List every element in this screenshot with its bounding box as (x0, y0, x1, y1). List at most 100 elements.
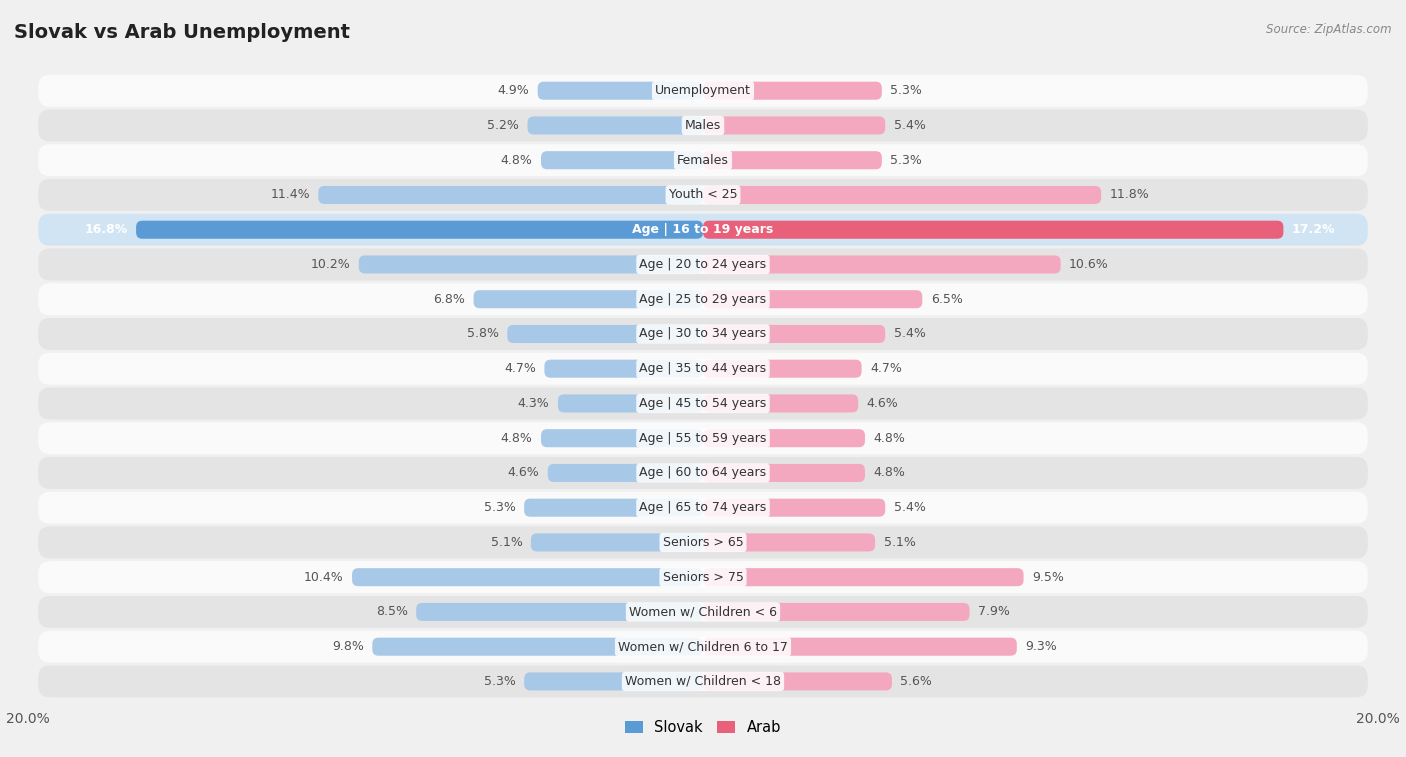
FancyBboxPatch shape (508, 325, 703, 343)
Text: 4.6%: 4.6% (866, 397, 898, 410)
FancyBboxPatch shape (703, 360, 862, 378)
Text: 11.4%: 11.4% (270, 188, 309, 201)
Text: 6.5%: 6.5% (931, 293, 963, 306)
Text: 4.7%: 4.7% (870, 362, 901, 375)
Text: 4.8%: 4.8% (501, 154, 533, 167)
Text: 5.3%: 5.3% (484, 675, 516, 688)
Text: Seniors > 75: Seniors > 75 (662, 571, 744, 584)
FancyBboxPatch shape (703, 290, 922, 308)
Text: 17.2%: 17.2% (1292, 223, 1336, 236)
Text: Age | 55 to 59 years: Age | 55 to 59 years (640, 431, 766, 444)
Text: Slovak vs Arab Unemployment: Slovak vs Arab Unemployment (14, 23, 350, 42)
FancyBboxPatch shape (38, 596, 1368, 628)
FancyBboxPatch shape (703, 394, 858, 413)
Text: Age | 35 to 44 years: Age | 35 to 44 years (640, 362, 766, 375)
Text: 5.3%: 5.3% (890, 84, 922, 97)
Text: 5.4%: 5.4% (894, 119, 925, 132)
FancyBboxPatch shape (524, 672, 703, 690)
FancyBboxPatch shape (703, 325, 886, 343)
FancyBboxPatch shape (703, 221, 1284, 238)
FancyBboxPatch shape (38, 283, 1368, 315)
Text: Women w/ Children 6 to 17: Women w/ Children 6 to 17 (619, 640, 787, 653)
Text: 10.4%: 10.4% (304, 571, 343, 584)
Text: 5.3%: 5.3% (484, 501, 516, 514)
FancyBboxPatch shape (524, 499, 703, 517)
Text: 4.6%: 4.6% (508, 466, 540, 479)
FancyBboxPatch shape (703, 429, 865, 447)
FancyBboxPatch shape (38, 110, 1368, 142)
Text: Women w/ Children < 6: Women w/ Children < 6 (628, 606, 778, 618)
FancyBboxPatch shape (38, 75, 1368, 107)
Text: 11.8%: 11.8% (1109, 188, 1149, 201)
FancyBboxPatch shape (537, 82, 703, 100)
FancyBboxPatch shape (38, 492, 1368, 524)
FancyBboxPatch shape (703, 569, 1024, 586)
Text: 4.8%: 4.8% (873, 431, 905, 444)
FancyBboxPatch shape (703, 186, 1101, 204)
Text: 5.4%: 5.4% (894, 501, 925, 514)
FancyBboxPatch shape (38, 145, 1368, 176)
Text: 5.6%: 5.6% (900, 675, 932, 688)
Text: 9.5%: 9.5% (1032, 571, 1064, 584)
Text: 4.8%: 4.8% (873, 466, 905, 479)
FancyBboxPatch shape (703, 672, 891, 690)
FancyBboxPatch shape (38, 457, 1368, 489)
Text: Age | 16 to 19 years: Age | 16 to 19 years (633, 223, 773, 236)
Text: 7.9%: 7.9% (979, 606, 1010, 618)
Text: 4.7%: 4.7% (505, 362, 536, 375)
FancyBboxPatch shape (558, 394, 703, 413)
Text: 5.3%: 5.3% (890, 154, 922, 167)
Text: Age | 25 to 29 years: Age | 25 to 29 years (640, 293, 766, 306)
Text: 9.8%: 9.8% (332, 640, 364, 653)
FancyBboxPatch shape (136, 221, 703, 238)
Text: Males: Males (685, 119, 721, 132)
FancyBboxPatch shape (703, 82, 882, 100)
FancyBboxPatch shape (359, 255, 703, 273)
Text: 5.2%: 5.2% (488, 119, 519, 132)
Legend: Slovak, Arab: Slovak, Arab (619, 715, 787, 741)
FancyBboxPatch shape (38, 353, 1368, 385)
FancyBboxPatch shape (38, 526, 1368, 559)
FancyBboxPatch shape (38, 631, 1368, 662)
Text: 4.8%: 4.8% (501, 431, 533, 444)
FancyBboxPatch shape (318, 186, 703, 204)
FancyBboxPatch shape (548, 464, 703, 482)
Text: Age | 20 to 24 years: Age | 20 to 24 years (640, 258, 766, 271)
Text: 5.1%: 5.1% (883, 536, 915, 549)
Text: Seniors > 65: Seniors > 65 (662, 536, 744, 549)
FancyBboxPatch shape (38, 213, 1368, 246)
FancyBboxPatch shape (38, 179, 1368, 211)
Text: Women w/ Children < 18: Women w/ Children < 18 (626, 675, 780, 688)
Text: 10.2%: 10.2% (311, 258, 350, 271)
FancyBboxPatch shape (544, 360, 703, 378)
FancyBboxPatch shape (703, 117, 886, 135)
Text: 16.8%: 16.8% (84, 223, 128, 236)
Text: Age | 60 to 64 years: Age | 60 to 64 years (640, 466, 766, 479)
Text: 5.4%: 5.4% (894, 328, 925, 341)
FancyBboxPatch shape (352, 569, 703, 586)
Text: 4.3%: 4.3% (517, 397, 550, 410)
Text: Youth < 25: Youth < 25 (669, 188, 737, 201)
Text: Females: Females (678, 154, 728, 167)
FancyBboxPatch shape (703, 534, 875, 551)
Text: Age | 45 to 54 years: Age | 45 to 54 years (640, 397, 766, 410)
Text: Unemployment: Unemployment (655, 84, 751, 97)
FancyBboxPatch shape (38, 318, 1368, 350)
FancyBboxPatch shape (373, 637, 703, 656)
Text: 5.8%: 5.8% (467, 328, 499, 341)
Text: 10.6%: 10.6% (1069, 258, 1109, 271)
FancyBboxPatch shape (703, 255, 1060, 273)
FancyBboxPatch shape (531, 534, 703, 551)
FancyBboxPatch shape (416, 603, 703, 621)
FancyBboxPatch shape (38, 561, 1368, 593)
FancyBboxPatch shape (541, 151, 703, 170)
Text: Age | 65 to 74 years: Age | 65 to 74 years (640, 501, 766, 514)
FancyBboxPatch shape (38, 422, 1368, 454)
FancyBboxPatch shape (541, 429, 703, 447)
Text: 5.1%: 5.1% (491, 536, 523, 549)
Text: Age | 30 to 34 years: Age | 30 to 34 years (640, 328, 766, 341)
FancyBboxPatch shape (703, 603, 970, 621)
FancyBboxPatch shape (703, 499, 886, 517)
FancyBboxPatch shape (703, 151, 882, 170)
Text: 8.5%: 8.5% (375, 606, 408, 618)
